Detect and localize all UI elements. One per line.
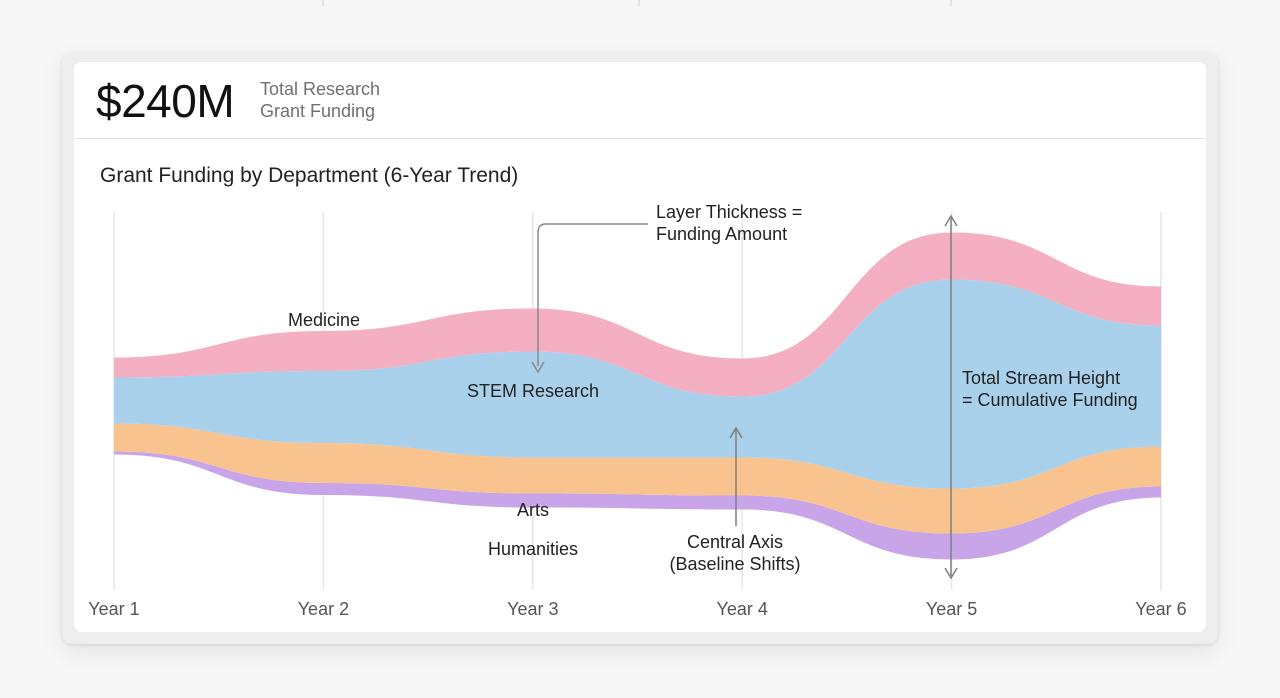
stream-layer-stem-research [114,279,1161,489]
series-label-arts: Arts [517,500,549,520]
arrowhead-thickness [531,361,545,374]
x-tick-label: Year 3 [507,599,558,619]
x-tick-label: Year 5 [926,599,977,619]
series-label-medicine: Medicine [288,310,360,330]
series-label-stem-research: STEM Research [467,381,599,401]
kpi-label: Total Research Grant Funding [260,79,381,121]
annotation-total-line2: = Cumulative Funding [962,390,1138,410]
arrowhead-total-bottom [944,567,958,580]
annotation-axis-line2: (Baseline Shifts) [669,554,800,574]
stream-layer-humanities [114,451,1161,560]
annotation-arrow-thickness [537,223,648,366]
x-tick-label: Year 6 [1135,599,1186,619]
arrowhead-central-axis [729,426,743,439]
annotation-thickness-line2: Funding Amount [656,224,787,244]
x-tick-label: Year 4 [717,599,768,619]
kpi-header: $240M Total Research Grant Funding [74,62,1206,139]
x-tick-label: Year 2 [298,599,349,619]
stream-layer-arts [114,423,1161,534]
annotation-total-line1: Total Stream Height [962,368,1120,388]
annotation-thickness-line1: Layer Thickness = [656,202,802,222]
x-tick-label: Year 1 [88,599,139,619]
annotation-axis-line1: Central Axis [687,532,783,552]
chart-title: Grant Funding by Department (6-Year Tren… [100,164,519,187]
background-top-ticks [322,0,952,6]
arrowhead-total-top [944,214,958,227]
series-label-humanities: Humanities [488,539,578,559]
stream-layer-medicine [114,232,1161,397]
kpi-value: $240M [96,75,235,127]
